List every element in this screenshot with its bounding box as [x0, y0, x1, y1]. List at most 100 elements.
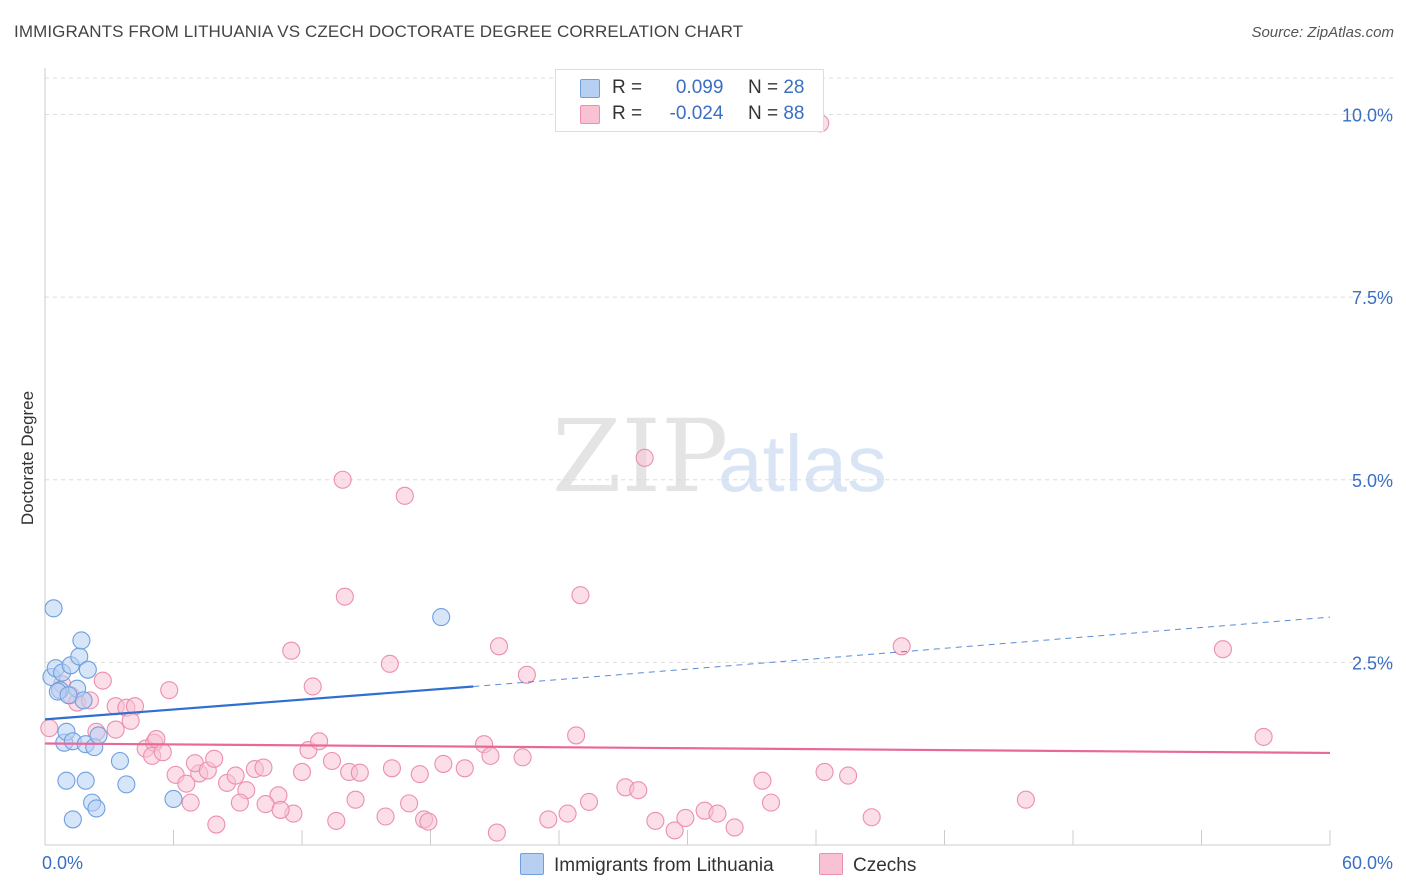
czechs-point	[665, 821, 684, 840]
czechs-point	[177, 774, 196, 793]
czechs-point	[106, 720, 125, 739]
axes	[44, 68, 1331, 846]
czechs-point	[1213, 640, 1232, 659]
czechs-point	[376, 807, 395, 826]
czechs-point	[753, 771, 772, 790]
czechs-point	[333, 470, 352, 489]
czechs-point	[350, 763, 369, 782]
czechs-point	[292, 762, 312, 782]
chart-source: Source: ZipAtlas.com	[1251, 24, 1394, 41]
czechs-point	[205, 749, 224, 768]
y-tick-label: 7.5%	[1352, 288, 1393, 308]
czechs-point	[346, 790, 365, 809]
czechs-point	[1254, 727, 1273, 746]
czechs-point	[815, 762, 834, 782]
lithuania-point	[59, 686, 78, 705]
bottom-legend-czechs: Czechs	[819, 853, 916, 877]
czechs-point	[382, 759, 402, 778]
czechs-point	[121, 711, 140, 730]
czechs-point	[513, 748, 532, 767]
czechs-point	[558, 804, 577, 823]
chart-title: IMMIGRANTS FROM LITHUANIA VS CZECH DOCTO…	[14, 22, 744, 41]
czechs-point	[708, 804, 727, 823]
czechs-point	[380, 654, 399, 673]
czechs-point	[40, 719, 59, 738]
czechs-point	[862, 808, 881, 827]
czechs-point	[481, 746, 500, 765]
bottom-legend-label-czechs: Czechs	[853, 855, 917, 876]
legend-swatch-lithuania	[580, 79, 600, 98]
czechs-point	[327, 811, 346, 830]
lithuania-point	[74, 691, 93, 710]
lithuania-points	[42, 599, 451, 829]
czechs-point	[207, 815, 226, 834]
czechs-point	[254, 758, 273, 777]
legend-n-label: N =	[747, 77, 779, 98]
czechs-point	[322, 751, 342, 771]
stats-legend: R = 0.099 N = 28 R = -0.024 N = 88	[555, 69, 824, 132]
czechs-point	[761, 793, 781, 812]
grid-lines	[45, 77, 1395, 663]
legend-r-label: R =	[612, 77, 643, 98]
czechs-point	[395, 486, 414, 505]
czechs-point	[839, 766, 858, 785]
legend-n-value: 88	[783, 103, 805, 124]
lithuania-point	[89, 726, 108, 745]
czechs-point	[271, 800, 290, 819]
lithuania-point	[87, 799, 106, 818]
czechs-point	[93, 671, 112, 690]
czechs-point	[181, 793, 200, 812]
czechs-point	[629, 781, 648, 800]
czechs-point	[567, 726, 586, 745]
legend-n-label: N =	[747, 103, 779, 124]
watermark-atlas: atlas	[718, 419, 887, 508]
lithuania-point	[78, 660, 97, 679]
lithuania-point	[72, 631, 91, 650]
czechs-point	[517, 665, 536, 684]
czechs-point	[725, 818, 744, 837]
czechs-point	[303, 677, 322, 696]
czechs-point	[434, 754, 453, 773]
x-tick-label: 60.0%	[1342, 853, 1393, 873]
legend-r-value: -0.024	[669, 103, 724, 124]
bottom-legend-lithuania: Immigrants from Lithuania	[520, 853, 774, 877]
czechs-point	[489, 637, 509, 656]
lithuania-trend-extension	[473, 616, 1331, 687]
czechs-point	[226, 766, 245, 785]
lithuania-trend-line	[44, 685, 474, 721]
czechs-trend-line	[44, 742, 1331, 755]
legend-swatch-czechs	[580, 105, 600, 124]
bottom-legend-swatch-czechs	[819, 853, 843, 875]
czechs-point	[1016, 790, 1035, 809]
watermark: ZIP atlas	[552, 398, 887, 515]
legend-r-value: 0.099	[675, 77, 724, 98]
x-tick-label: 0.0%	[42, 853, 83, 873]
lithuania-point	[432, 608, 451, 627]
czechs-point	[160, 681, 179, 700]
czechs-point	[487, 823, 506, 842]
czechs-point	[153, 743, 172, 762]
czechs-point	[539, 810, 558, 829]
lithuania-point	[44, 599, 63, 618]
bottom-legend-swatch-lithuania	[520, 853, 544, 875]
lithuania-point	[164, 789, 183, 809]
trend-lines	[44, 616, 1331, 755]
czechs-point	[892, 637, 911, 656]
czechs-point	[579, 792, 599, 811]
czechs-point	[646, 811, 665, 830]
y-tick-label: 10.0%	[1342, 106, 1393, 126]
lithuania-point	[63, 810, 82, 829]
y-tick-label: 5.0%	[1352, 471, 1393, 491]
lithuania-point	[76, 771, 95, 790]
tick-labels: 2.5% 5.0% 7.5% 10.0% 0.0% 60.0%	[42, 106, 1393, 873]
czechs-point	[310, 732, 329, 751]
bottom-legend-label-lithuania: Immigrants from Lithuania	[554, 855, 774, 876]
czechs-point	[335, 587, 354, 606]
czechs-point	[455, 759, 474, 778]
czechs-point	[676, 808, 695, 828]
czechs-points	[40, 114, 1273, 842]
y-tick-label: 2.5%	[1352, 653, 1393, 673]
y-axis-label: Doctorate Degree	[18, 391, 37, 525]
czechs-point	[410, 765, 429, 784]
